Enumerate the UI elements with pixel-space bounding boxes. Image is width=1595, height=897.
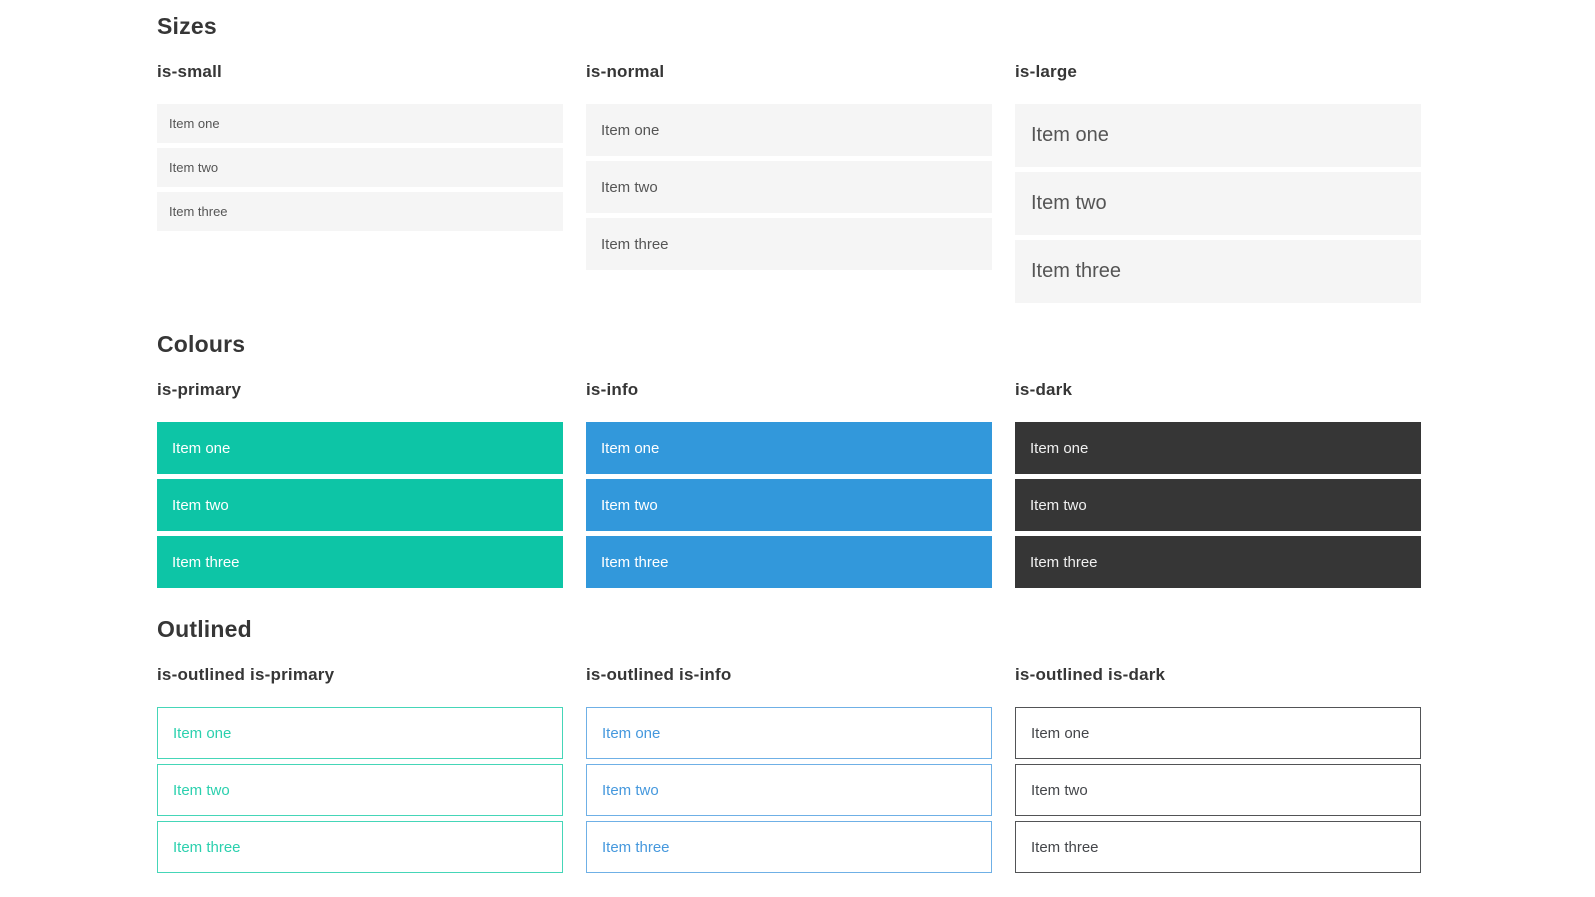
- list-item[interactable]: Item two: [586, 161, 992, 213]
- demo-column-is-primary: is-primary Item one Item two Item three: [157, 380, 563, 588]
- demo-column-is-dark: is-dark Item one Item two Item three: [1015, 380, 1421, 588]
- list-item[interactable]: Item two: [1015, 479, 1421, 531]
- list-item[interactable]: Item two: [1015, 764, 1421, 816]
- list-is-large: Item one Item two Item three: [1015, 104, 1421, 303]
- list-item[interactable]: Item three: [157, 192, 563, 231]
- demo-column-is-normal: is-normal Item one Item two Item three: [586, 62, 992, 270]
- list-is-info: Item one Item two Item three: [586, 422, 992, 588]
- section-colours: Colours is-primary Item one Item two Ite…: [157, 331, 1595, 588]
- section-title-colours: Colours: [157, 331, 246, 357]
- list-item[interactable]: Item two: [1015, 172, 1421, 235]
- list-outlined-primary: Item one Item two Item three: [157, 707, 563, 873]
- list-outlined-dark: Item one Item two Item three: [1015, 707, 1421, 873]
- list-outlined-info: Item one Item two Item three: [586, 707, 992, 873]
- colours-columns: is-primary Item one Item two Item three …: [157, 380, 1595, 588]
- list-item[interactable]: Item two: [157, 764, 563, 816]
- column-label-is-dark: is-dark: [1015, 380, 1073, 399]
- section-outlined: Outlined is-outlined is-primary Item one…: [157, 616, 1595, 873]
- list-item[interactable]: Item one: [1015, 422, 1421, 474]
- column-label-outlined-primary: is-outlined is-primary: [157, 665, 335, 684]
- list-item[interactable]: Item three: [1015, 821, 1421, 873]
- list-item[interactable]: Item two: [157, 479, 563, 531]
- list-is-small: Item one Item two Item three: [157, 104, 563, 231]
- list-item[interactable]: Item three: [1015, 536, 1421, 588]
- list-item[interactable]: Item three: [586, 536, 992, 588]
- column-label-is-small: is-small: [157, 62, 222, 81]
- demo-column-outlined-primary: is-outlined is-primary Item one Item two…: [157, 665, 563, 873]
- list-item[interactable]: Item one: [586, 422, 992, 474]
- list-item[interactable]: Item one: [586, 104, 992, 156]
- list-item[interactable]: Item one: [157, 422, 563, 474]
- list-item[interactable]: Item one: [1015, 104, 1421, 167]
- list-item[interactable]: Item two: [157, 148, 563, 187]
- demo-column-is-small: is-small Item one Item two Item three: [157, 62, 563, 231]
- list-is-primary: Item one Item two Item three: [157, 422, 563, 588]
- list-item[interactable]: Item three: [157, 536, 563, 588]
- list-item[interactable]: Item one: [157, 104, 563, 143]
- list-item[interactable]: Item three: [1015, 240, 1421, 303]
- list-item[interactable]: Item one: [1015, 707, 1421, 759]
- outlined-columns: is-outlined is-primary Item one Item two…: [157, 665, 1595, 873]
- column-label-outlined-dark: is-outlined is-dark: [1015, 665, 1166, 684]
- section-title-sizes: Sizes: [157, 13, 217, 39]
- section-title-outlined: Outlined: [157, 616, 252, 642]
- list-is-normal: Item one Item two Item three: [586, 104, 992, 270]
- demo-column-outlined-dark: is-outlined is-dark Item one Item two It…: [1015, 665, 1421, 873]
- list-item[interactable]: Item two: [586, 764, 992, 816]
- list-item[interactable]: Item three: [157, 821, 563, 873]
- column-label-is-info: is-info: [586, 380, 639, 399]
- list-item[interactable]: Item two: [586, 479, 992, 531]
- demo-column-is-large: is-large Item one Item two Item three: [1015, 62, 1421, 303]
- list-item[interactable]: Item three: [586, 821, 992, 873]
- column-label-outlined-info: is-outlined is-info: [586, 665, 732, 684]
- section-sizes: Sizes is-small Item one Item two Item th…: [157, 13, 1595, 303]
- list-item[interactable]: Item one: [157, 707, 563, 759]
- demo-column-outlined-info: is-outlined is-info Item one Item two It…: [586, 665, 992, 873]
- list-item[interactable]: Item three: [586, 218, 992, 270]
- sizes-columns: is-small Item one Item two Item three is…: [157, 62, 1595, 303]
- list-item[interactable]: Item one: [586, 707, 992, 759]
- list-is-dark: Item one Item two Item three: [1015, 422, 1421, 588]
- column-label-is-large: is-large: [1015, 62, 1078, 81]
- column-label-is-normal: is-normal: [586, 62, 665, 81]
- demo-column-is-info: is-info Item one Item two Item three: [586, 380, 992, 588]
- column-label-is-primary: is-primary: [157, 380, 242, 399]
